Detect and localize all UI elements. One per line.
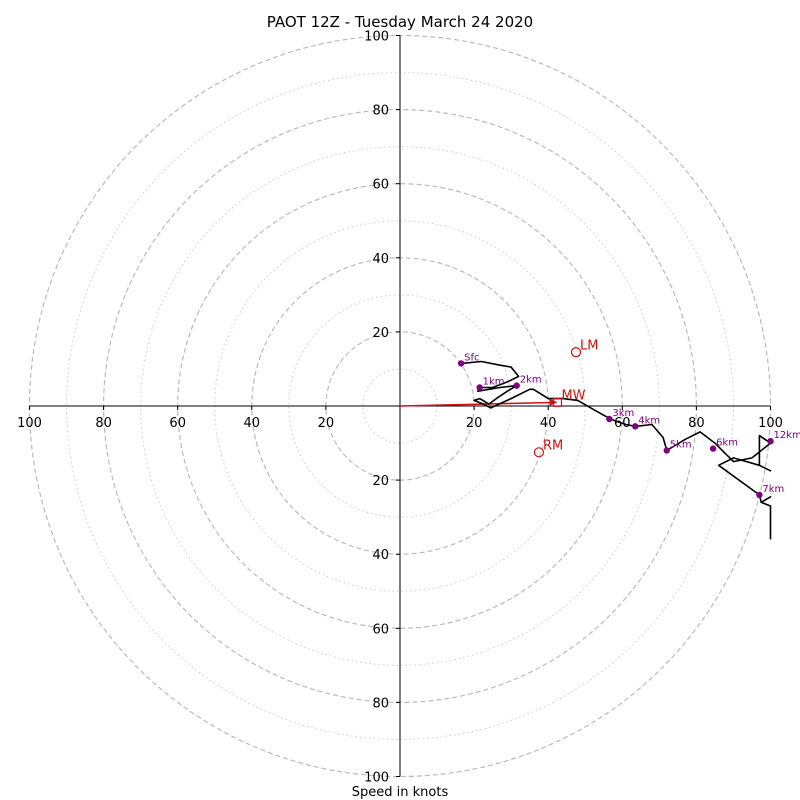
storm-motion-marker bbox=[533, 447, 545, 458]
y-tick-label: 20 bbox=[372, 474, 389, 489]
storm-motion-marker bbox=[570, 347, 582, 358]
storm-motion-label: RM bbox=[543, 438, 563, 453]
hodograph-trace bbox=[461, 360, 772, 540]
x-tick-label: 100 bbox=[17, 416, 42, 431]
x-tick-label: 20 bbox=[318, 416, 335, 431]
height-marker-label: 4km bbox=[638, 415, 660, 426]
height-marker-label: 3km bbox=[612, 408, 634, 419]
x-tick-label: 20 bbox=[466, 416, 483, 431]
storm-motion-markers: LM MW RM bbox=[533, 338, 598, 458]
height-markers: Sfc 1km 2km 3km 4km 5km 6km 7km 12km bbox=[457, 352, 800, 499]
x-tick-label: 100 bbox=[758, 416, 783, 431]
x-tick-label: 40 bbox=[244, 416, 261, 431]
storm-motion-marker bbox=[552, 397, 563, 407]
y-tick-label: 100 bbox=[364, 30, 389, 45]
height-marker-label: 12km bbox=[774, 430, 800, 441]
y-tick-label: 20 bbox=[372, 326, 389, 341]
y-tick-label: 40 bbox=[372, 548, 389, 563]
height-marker-point bbox=[513, 382, 520, 389]
height-marker-point bbox=[476, 384, 483, 391]
chart-title: PAOT 12Z - Tuesday March 24 2020 bbox=[267, 13, 533, 31]
y-tick-label: 60 bbox=[372, 178, 389, 193]
height-marker-point bbox=[606, 415, 613, 423]
height-marker-label: Sfc bbox=[464, 352, 479, 363]
x-tick-label: 80 bbox=[95, 416, 112, 431]
x-tick-label: 80 bbox=[688, 416, 705, 431]
height-marker-point bbox=[756, 491, 763, 499]
y-tick-label: 40 bbox=[372, 252, 389, 267]
x-tick-label: 60 bbox=[169, 416, 186, 431]
hodograph-line bbox=[461, 360, 772, 540]
x-axis-label: Speed in knots bbox=[352, 785, 449, 800]
height-marker-label: 2km bbox=[520, 375, 542, 386]
storm-motion-label: MW bbox=[561, 388, 585, 403]
height-marker-point bbox=[632, 423, 639, 430]
storm-motion-label: LM bbox=[580, 338, 598, 353]
mean-wind-arrow-shaft bbox=[399, 401, 552, 407]
height-marker-label: 1km bbox=[483, 376, 505, 387]
height-marker-label: 5km bbox=[670, 439, 692, 450]
y-tick-label: 60 bbox=[372, 622, 389, 637]
height-marker-label: 6km bbox=[716, 438, 738, 449]
height-marker-point bbox=[663, 447, 670, 454]
y-tick-label: 100 bbox=[364, 771, 389, 786]
height-marker-label: 7km bbox=[762, 484, 784, 495]
y-tick-labels: 100 80 60 40 20 20 40 60 80 100 bbox=[364, 30, 400, 786]
y-tick-label: 80 bbox=[372, 696, 389, 711]
x-tick-label: 40 bbox=[540, 416, 557, 431]
height-marker-point bbox=[709, 445, 717, 452]
y-tick-label: 80 bbox=[372, 104, 389, 119]
height-marker-point bbox=[767, 437, 774, 445]
height-marker-point bbox=[457, 360, 465, 367]
